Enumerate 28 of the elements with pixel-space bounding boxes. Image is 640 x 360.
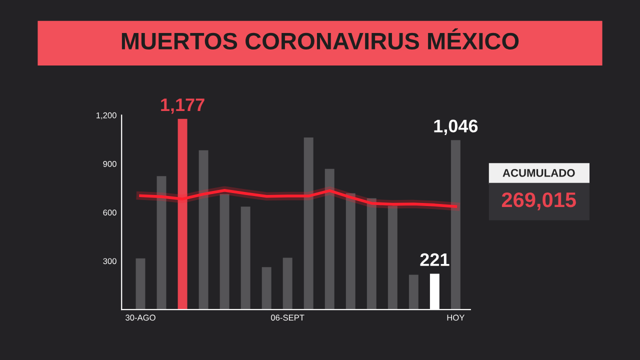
y-tick-label: 300	[103, 258, 116, 264]
bar	[240, 206, 250, 310]
bar	[388, 206, 398, 310]
x-tick-label: 30-AGO	[126, 314, 156, 321]
text: ACUMULADO	[502, 168, 575, 177]
x-tick-label: 06-SEPT	[271, 314, 304, 321]
chart-title: MUERTOS CORONAVIRUS MÉXICO	[122, 28, 519, 50]
text: 269,015	[502, 192, 576, 210]
bar	[156, 176, 166, 310]
bar	[324, 168, 334, 310]
x-tick-label: HOY	[447, 314, 465, 321]
bar	[450, 140, 460, 310]
y-tick-label: 1,200	[96, 112, 116, 120]
bar	[262, 267, 272, 310]
y-tick-label: 900	[103, 161, 116, 167]
data-label: 1,177	[161, 98, 204, 114]
y-tick-label: 600	[103, 210, 116, 216]
bar	[304, 138, 314, 310]
bar	[408, 274, 418, 310]
bar	[282, 258, 292, 310]
bar	[220, 194, 230, 310]
bar	[366, 198, 376, 310]
data-label: 1,046	[434, 120, 478, 136]
bar	[178, 118, 188, 310]
bar	[346, 193, 356, 310]
bar	[136, 258, 146, 310]
bar	[198, 150, 208, 310]
data-label: 221	[420, 253, 450, 266]
